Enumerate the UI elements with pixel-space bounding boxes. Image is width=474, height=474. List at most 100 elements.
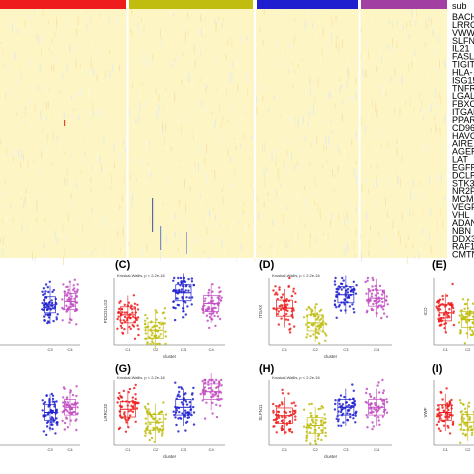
heatmap-cell [332,169,333,178]
data-point [162,311,166,314]
data-point [185,296,188,299]
data-point [123,414,127,418]
data-point [136,316,140,319]
gene-label: SLFN [452,36,474,46]
gene-label: NBN [452,226,471,236]
data-point [210,296,213,299]
data-point [47,411,51,414]
heatmap-cell [25,105,27,110]
y-axis-title: SLFN11 [258,404,263,421]
heatmap-cell [421,227,423,235]
data-point [281,415,284,419]
heatmap-cell [260,59,262,65]
heatmap-cell [296,213,297,223]
heatmap-cell [384,236,386,246]
heatmap-cell [146,201,148,210]
data-point [47,290,50,294]
heatmap-cell [43,142,45,153]
heatmap-cell [42,9,44,16]
panel-label: (C) [115,259,131,271]
data-point [41,409,44,412]
heatmap-cell [322,27,324,37]
data-point [334,399,337,402]
heatmap-cell [52,162,54,166]
data-point [342,279,345,282]
data-point [151,332,154,335]
heatmap-cell [236,255,237,263]
data-point [447,408,450,412]
data-point [381,391,385,395]
data-point [368,407,371,410]
heatmap-cell [189,186,191,192]
heatmap-cell [177,247,179,252]
heatmap-cell [80,170,82,175]
heatmap-cell [180,215,182,224]
data-point [273,293,277,296]
x-tick-label: C3 [343,347,349,352]
gene-label: EGFR [452,162,474,172]
cluster-bar-c2 [129,0,253,9]
data-point [209,391,212,394]
data-point [183,291,186,294]
heatmap-cell [199,50,201,57]
data-point [344,294,347,297]
data-point [380,405,383,409]
heatmap-cell [304,223,306,228]
data-point [378,284,382,288]
data-point [337,292,341,295]
heatmap-cell [240,243,242,251]
heatmap-cell [212,225,213,228]
data-point [144,332,147,335]
heatmap-cell [24,106,26,116]
data-point [180,386,183,389]
data-point [272,402,275,406]
data-point [202,311,205,315]
heatmap-cell [104,70,106,78]
data-point [45,394,48,398]
heatmap-cell [340,77,342,82]
data-point [346,291,350,294]
heatmap-cell [257,194,259,203]
heatmap-cell [81,67,83,76]
data-point [293,325,296,328]
heatmap-cell [136,179,137,182]
data-point [66,309,69,312]
data-point [382,389,385,392]
data-point [336,415,339,418]
heatmap-cell [19,66,20,69]
data-point [460,313,464,317]
x-axis-title: cluster [163,454,177,459]
heatmap-cell [276,188,278,198]
heatmap-cell [170,146,172,152]
data-point [51,397,55,401]
data-point [122,319,126,322]
data-point [324,431,327,434]
data-point [150,436,154,440]
data-point [134,397,137,401]
heatmap-cell [90,37,92,48]
heatmap-cell [435,124,437,133]
heatmap-cell [372,99,373,107]
data-point [467,405,470,408]
data-point [69,299,72,303]
data-point [343,395,346,399]
heatmap-cell [323,232,325,236]
data-point [448,401,452,404]
data-point [136,324,139,327]
data-point [284,303,287,306]
data-point [466,427,470,430]
data-point [275,404,278,408]
cluster-bar-c1 [0,0,126,9]
x-tick-label: C3 [343,447,349,452]
data-point [44,296,48,299]
data-point [334,276,337,280]
data-point [215,403,218,406]
heatmap-cell [283,137,285,145]
heatmap-cell [285,163,287,170]
data-point [50,417,53,421]
gene-label: NR2F [452,186,474,196]
heatmap-cell [193,134,195,141]
data-point [184,429,187,432]
data-point [121,332,125,335]
heatmap-cell [186,232,187,254]
